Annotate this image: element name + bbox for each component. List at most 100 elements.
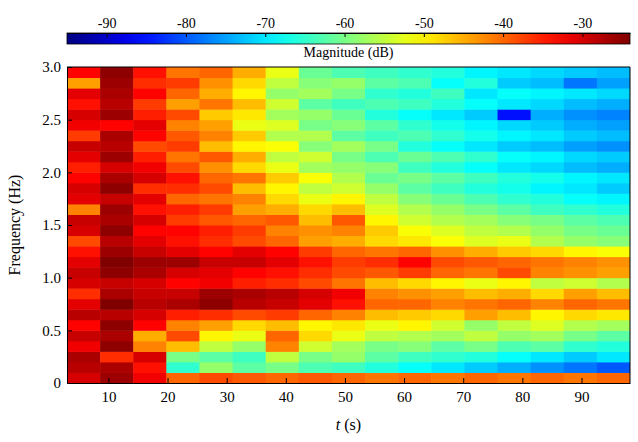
heatmap-cell	[133, 288, 167, 299]
heatmap-cell	[233, 299, 267, 310]
heatmap-cell	[233, 257, 267, 268]
heatmap-cell	[365, 299, 399, 310]
heatmap-cell	[398, 214, 432, 225]
heatmap-cell	[597, 172, 630, 183]
heatmap-cell	[133, 267, 167, 278]
heatmap-cell	[498, 288, 532, 299]
heatmap-cell	[299, 78, 333, 89]
heatmap-cell	[332, 246, 366, 257]
x-axis: 102030405060708090	[68, 378, 631, 405]
heatmap-cells	[67, 67, 630, 383]
heatmap-cell	[166, 88, 200, 99]
heatmap-cell	[100, 278, 134, 289]
heatmap-cell	[564, 309, 598, 320]
heatmap-cell	[100, 67, 134, 78]
heatmap-cell	[199, 88, 233, 99]
heatmap-cell	[100, 99, 134, 110]
heatmap-cell	[166, 351, 200, 362]
heatmap-cell	[365, 351, 399, 362]
heatmap-cell	[564, 204, 598, 215]
heatmap-cell	[332, 172, 366, 183]
heatmap-cell	[464, 141, 498, 152]
heatmap-cell	[365, 141, 399, 152]
heatmap-cell	[398, 67, 432, 78]
heatmap-cell	[597, 120, 630, 131]
heatmap-cell	[431, 67, 465, 78]
heatmap-cell	[67, 267, 101, 278]
heatmap-cell	[233, 172, 267, 183]
heatmap-cell	[199, 67, 233, 78]
heatmap-cell	[133, 351, 167, 362]
heatmap-cell	[166, 172, 200, 183]
heatmap-cell	[365, 341, 399, 352]
heatmap-cell	[133, 67, 167, 78]
x-axis-tick-label: 10	[101, 389, 116, 405]
heatmap-cell	[266, 204, 300, 215]
y-axis-tick-mark	[67, 383, 72, 384]
heatmap-cell	[464, 320, 498, 331]
heatmap-cell	[464, 330, 498, 341]
heatmap-cell	[531, 372, 565, 383]
heatmap-cell	[100, 267, 134, 278]
heatmap-cell	[498, 120, 532, 131]
heatmap-cell	[67, 162, 101, 173]
x-axis-tick-mark	[582, 378, 583, 383]
heatmap-cell	[464, 204, 498, 215]
colorbar-axis-tick-mark	[186, 33, 187, 37]
heatmap-cell	[100, 204, 134, 215]
heatmap-cell	[365, 120, 399, 131]
heatmap-cell	[332, 141, 366, 152]
heatmap-cell	[464, 88, 498, 99]
heatmap-cell	[67, 288, 101, 299]
heatmap-cell	[100, 214, 134, 225]
heatmap-cell	[531, 130, 565, 141]
heatmap-cell	[67, 320, 101, 331]
heatmap-cell	[166, 141, 200, 152]
heatmap-cell	[332, 267, 366, 278]
x-axis-tick-mark	[168, 378, 169, 383]
y-axis-tick-mark	[67, 330, 72, 331]
heatmap-cell	[166, 130, 200, 141]
heatmap-cell	[266, 288, 300, 299]
heatmap-cell	[266, 246, 300, 257]
heatmap-cell	[332, 372, 366, 383]
heatmap-cell	[100, 183, 134, 194]
heatmap-cell	[233, 162, 267, 173]
colorbar-axis-tick: -70	[256, 16, 275, 37]
heatmap-cell	[431, 320, 465, 331]
x-axis-tick: 80	[515, 378, 530, 405]
heatmap-cell	[67, 193, 101, 204]
heatmap-cell	[431, 193, 465, 204]
heatmap-cell	[398, 183, 432, 194]
heatmap-cell	[464, 362, 498, 373]
x-axis-tick: 50	[338, 378, 353, 405]
heatmap-cell	[233, 109, 267, 120]
heatmap-cell	[199, 141, 233, 152]
heatmap-cell	[166, 288, 200, 299]
colorbar-axis-tick-label: -60	[336, 16, 355, 31]
heatmap-cell	[531, 193, 565, 204]
heatmap-cell	[464, 299, 498, 310]
heatmap-cell	[332, 278, 366, 289]
heatmap-cell	[464, 351, 498, 362]
heatmap-cell	[332, 120, 366, 131]
heatmap-cell	[365, 267, 399, 278]
heatmap-cell	[133, 151, 167, 162]
colorbar-axis-tick-label: -70	[256, 16, 275, 31]
heatmap-cell	[597, 288, 630, 299]
heatmap-cell	[531, 67, 565, 78]
heatmap-cell	[498, 109, 532, 120]
heatmap-cell	[431, 183, 465, 194]
y-axis-tick-label: 3.0	[42, 59, 61, 75]
heatmap-cell	[133, 330, 167, 341]
heatmap-cell	[365, 109, 399, 120]
heatmap-cell	[498, 141, 532, 152]
heatmap-cell	[332, 183, 366, 194]
heatmap-cell	[233, 330, 267, 341]
heatmap-cell	[365, 278, 399, 289]
heatmap-cell	[266, 320, 300, 331]
heatmap-cell	[398, 99, 432, 110]
heatmap-cell	[564, 151, 598, 162]
heatmap-cell	[299, 225, 333, 236]
heatmap-cell	[100, 246, 134, 257]
